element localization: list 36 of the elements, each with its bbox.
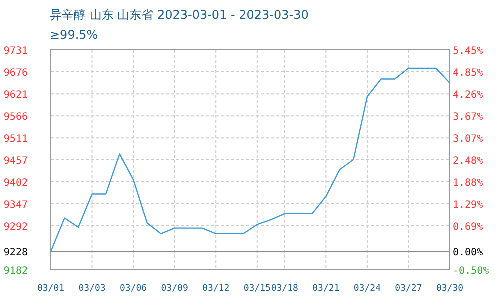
y2-tick-label: 3.67% <box>453 112 484 123</box>
y2-tick-label: 2.48% <box>453 156 484 167</box>
y2-tick-label: 3.07% <box>453 134 484 145</box>
y-tick-label: 9402 <box>4 178 28 189</box>
x-tick-label: 03/21 <box>312 284 340 294</box>
y2-tick-label: 5.45% <box>453 46 484 57</box>
x-tick-label: 03/18 <box>271 284 298 294</box>
y-tick-label: 9457 <box>4 156 28 167</box>
chart-title: 异辛醇 山东 山东省 2023-03-01 - 2023-03-30 <box>50 8 309 22</box>
y2-tick-label: 4.26% <box>453 90 484 101</box>
y2-tick-label: -0.50% <box>453 266 490 277</box>
y-tick-label: 9228 <box>4 248 28 259</box>
x-tick-label: 03/30 <box>436 284 464 294</box>
y-tick-label: 9292 <box>4 222 28 233</box>
x-tick-label: 03/27 <box>395 284 422 294</box>
y2-tick-label: 1.88% <box>453 178 484 189</box>
x-tick-label: 03/15 <box>244 284 271 294</box>
y2-tick-label: 0.00% <box>453 248 484 259</box>
x-tick-label: 03/06 <box>120 284 148 294</box>
y-tick-label: 9347 <box>4 200 28 211</box>
y-tick-label: 9511 <box>4 134 28 146</box>
chart-subtitle: ≥99.5% <box>50 28 98 42</box>
y2-tick-label: 1.29% <box>453 200 484 211</box>
x-tick-label: 03/03 <box>78 284 106 294</box>
y-tick-label: 9566 <box>4 112 28 124</box>
x-tick-label: 03/24 <box>354 284 381 294</box>
y-tick-label: 9676 <box>4 68 28 80</box>
line-series <box>50 68 451 252</box>
y-tick-label: 9621 <box>4 90 28 102</box>
x-tick-label: 03/01 <box>37 284 65 294</box>
y2-tick-label: 0.69% <box>453 222 484 233</box>
x-tick-label: 03/12 <box>202 284 230 294</box>
x-tick-label: 03/09 <box>161 284 188 294</box>
y-tick-label: 9182 <box>4 266 28 277</box>
y-tick-label: 9731 <box>4 46 28 57</box>
y2-tick-label: 4.85% <box>453 68 484 80</box>
